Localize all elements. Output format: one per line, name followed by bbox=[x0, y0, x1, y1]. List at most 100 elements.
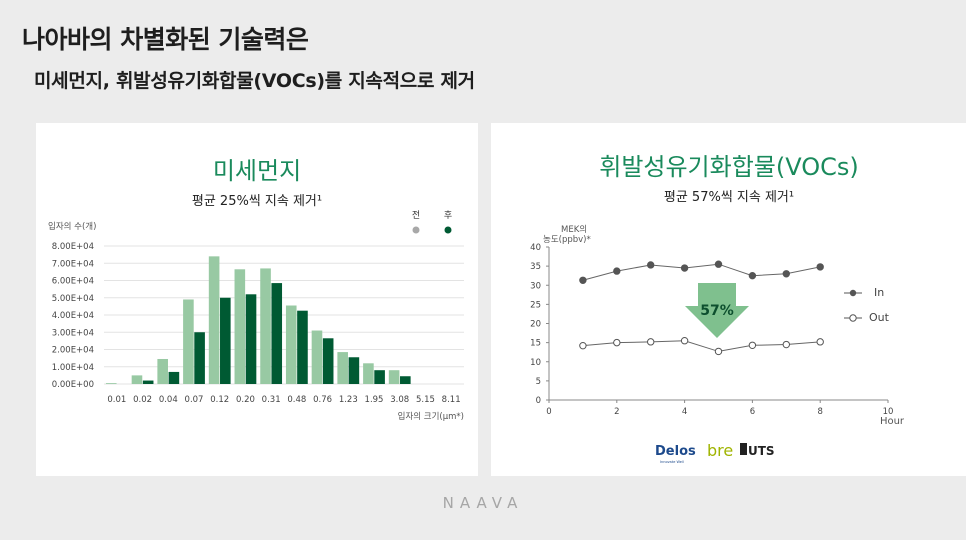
pm-bar-before bbox=[183, 299, 194, 384]
pm-bar-after bbox=[400, 376, 411, 384]
pm-y-axis-label: 입자의 수(개) bbox=[48, 221, 96, 232]
reduction-arrow bbox=[685, 283, 749, 338]
voc-point-in bbox=[613, 267, 621, 275]
voc-point-out bbox=[816, 338, 824, 346]
voc-point-in bbox=[782, 270, 790, 278]
voc-x-tick-label: 2 bbox=[614, 407, 619, 417]
pm-bar-before bbox=[337, 352, 348, 384]
voc-x-axis-label: Hour bbox=[880, 416, 905, 427]
voc-chart-panel: 휘발성유기화합물(VOCs) 평균 57%씩 지속 제거¹ MEK의 농도(pp… bbox=[491, 123, 966, 476]
logo-delos-tagline: Innovate Well bbox=[660, 460, 684, 464]
reduction-percent-label: 57% bbox=[700, 303, 734, 319]
page-subtitle: 미세먼지, 휘발성유기화합물(VOCs)를 지속적으로 제거 bbox=[34, 70, 475, 92]
voc-legend: In Out bbox=[844, 286, 890, 324]
pm-bar-chart: 미세먼지 평균 25%씩 지속 제거¹ 입자의 수(개) 입자의 크기(μm*)… bbox=[48, 157, 464, 422]
voc-point-out bbox=[579, 341, 587, 350]
logo-uts: UTS bbox=[748, 444, 775, 458]
voc-y-tick-label: 25 bbox=[530, 300, 541, 310]
voc-point-out bbox=[613, 338, 621, 347]
legend-marker-in bbox=[849, 289, 857, 297]
voc-point-out bbox=[748, 341, 757, 350]
pm-x-tick-label: 8.11 bbox=[442, 395, 461, 405]
pm-y-tick-label: 4.00E+04 bbox=[52, 311, 94, 321]
pm-bar-after bbox=[142, 380, 154, 384]
pm-bar-before bbox=[208, 256, 220, 384]
pm-bar-after bbox=[374, 370, 385, 384]
legend-label-out: Out bbox=[869, 311, 890, 324]
pm-y-tick-label: 5.00E+04 bbox=[52, 294, 94, 304]
voc-point-in bbox=[647, 261, 655, 269]
pm-bar-after bbox=[220, 297, 231, 384]
voc-point-in bbox=[748, 271, 757, 280]
voc-y-tick-label: 10 bbox=[530, 358, 541, 368]
voc-line-in bbox=[582, 263, 821, 281]
voc-point-in bbox=[680, 264, 689, 272]
voc-point-out bbox=[782, 340, 790, 349]
legend-label-in: In bbox=[874, 286, 884, 299]
pm-x-tick-label: 0.20 bbox=[236, 395, 255, 405]
pm-bar-before bbox=[234, 269, 246, 384]
pm-y-tick-label: 3.00E+04 bbox=[52, 328, 94, 338]
legend-dot-after bbox=[444, 226, 452, 234]
pm-x-tick-label: 0.01 bbox=[107, 395, 126, 405]
logo-uts-mark bbox=[740, 443, 747, 455]
pm-x-tick-label: 1.95 bbox=[365, 395, 384, 405]
page-title: 나아바의 차별화된 기술력은 bbox=[22, 25, 309, 54]
pm-x-tick-label: 1.23 bbox=[339, 395, 358, 405]
pm-x-tick-label: 0.02 bbox=[133, 395, 152, 405]
voc-x-tick-label: 4 bbox=[682, 407, 687, 417]
voc-line-out bbox=[582, 340, 821, 352]
pm-x-tick-label: 0.76 bbox=[313, 395, 332, 405]
voc-y-tick-label: 20 bbox=[530, 320, 541, 330]
logo-delos: Delos bbox=[655, 444, 696, 459]
pm-chart-subtitle: 평균 25%씩 지속 제거¹ bbox=[192, 194, 322, 209]
pm-x-tick-label: 0.12 bbox=[210, 395, 229, 405]
pm-y-tick-label: 2.00E+04 bbox=[52, 346, 94, 356]
voc-point-in bbox=[579, 276, 587, 284]
pm-bar-after bbox=[322, 338, 334, 384]
voc-x-tick-label: 6 bbox=[750, 407, 755, 417]
pm-x-axis-label: 입자의 크기(μm*) bbox=[398, 411, 464, 422]
pm-x-tick-label: 5.15 bbox=[416, 395, 435, 405]
pm-x-tick-label: 0.07 bbox=[185, 395, 204, 405]
legend-label-after: 후 bbox=[444, 210, 452, 221]
pm-bar-before bbox=[131, 375, 143, 384]
voc-point-in bbox=[816, 263, 824, 271]
voc-line-chart: 휘발성유기화합물(VOCs) 평균 57%씩 지속 제거¹ MEK의 농도(pp… bbox=[530, 153, 905, 464]
voc-point-out bbox=[680, 337, 689, 345]
pm-x-tick-label: 0.31 bbox=[262, 395, 281, 405]
pm-bar-after bbox=[194, 332, 205, 384]
pm-bar-before bbox=[260, 268, 271, 384]
pm-x-tick-label: 3.08 bbox=[390, 395, 409, 405]
pm-bar-after bbox=[245, 294, 257, 384]
pm-x-tick-label: 0.48 bbox=[287, 395, 306, 405]
pm-y-tick-label: 0.00E+00 bbox=[52, 380, 94, 390]
pm-bar-after bbox=[348, 357, 360, 384]
voc-x-tick-label: 10 bbox=[883, 407, 894, 417]
pm-chart-panel: 미세먼지 평균 25%씩 지속 제거¹ 입자의 수(개) 입자의 크기(μm*)… bbox=[36, 123, 478, 476]
voc-y-tick-label: 30 bbox=[530, 281, 541, 291]
pm-bar-before bbox=[388, 370, 400, 384]
pm-bar-before bbox=[285, 305, 297, 384]
pm-y-tick-label: 6.00E+04 bbox=[52, 277, 94, 287]
legend-label-before: 전 bbox=[412, 210, 420, 221]
voc-chart-title: 휘발성유기화합물(VOCs) bbox=[599, 153, 859, 181]
voc-y-tick-label: 0 bbox=[536, 396, 541, 406]
voc-x-tick-label: 8 bbox=[817, 407, 822, 417]
pm-y-tick-label: 1.00E+04 bbox=[52, 363, 94, 373]
voc-x-tick-label: 0 bbox=[546, 407, 551, 417]
pm-bar-after bbox=[297, 310, 308, 384]
logo-bre: bre bbox=[707, 441, 733, 460]
pm-bar-before bbox=[363, 363, 374, 384]
pm-chart-title: 미세먼지 bbox=[213, 157, 301, 185]
voc-point-out bbox=[647, 338, 655, 346]
partner-logos: Delos Innovate Well bre UTS bbox=[655, 441, 775, 464]
pm-x-tick-label: 0.04 bbox=[159, 395, 178, 405]
voc-chart-subtitle: 평균 57%씩 지속 제거¹ bbox=[664, 190, 794, 205]
voc-point-in bbox=[714, 260, 723, 268]
voc-y-tick-label: 15 bbox=[530, 339, 541, 349]
voc-y-axis-label: MEK의 농도(ppbv)* bbox=[543, 224, 591, 245]
pm-y-tick-label: 7.00E+04 bbox=[52, 259, 94, 269]
voc-y-tick-label: 40 bbox=[530, 243, 541, 253]
pm-bar-after bbox=[271, 283, 283, 384]
